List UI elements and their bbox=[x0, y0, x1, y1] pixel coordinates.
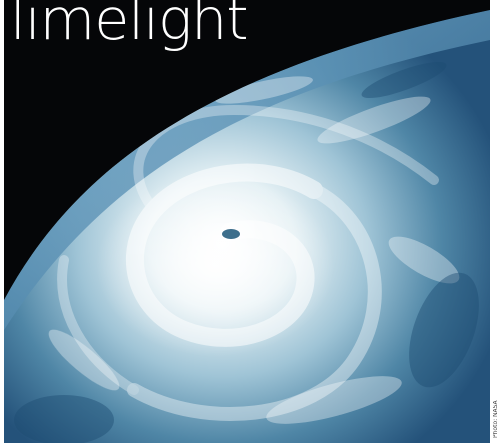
hurricane-image bbox=[4, 0, 490, 443]
hurricane-photo bbox=[4, 0, 490, 443]
storm-eye bbox=[222, 229, 240, 239]
photo-credit-text: Photo: NASA bbox=[493, 400, 499, 438]
photo-credit: Photo: NASA bbox=[493, 372, 503, 438]
page-title: limelight bbox=[10, 0, 249, 53]
